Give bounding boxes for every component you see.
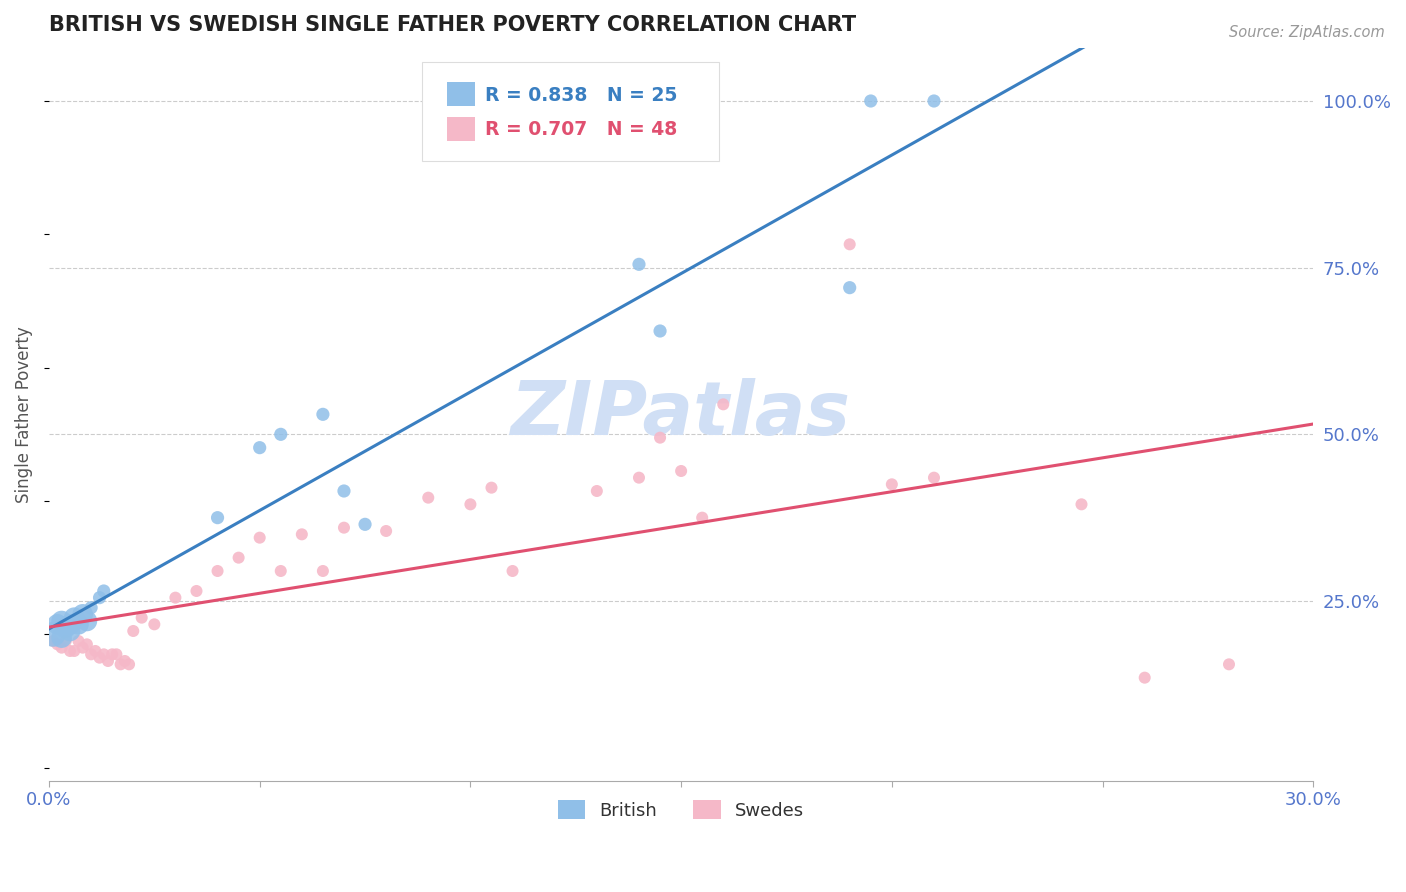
Point — [63, 610, 86, 624]
Point — [375, 524, 398, 538]
Point — [312, 564, 335, 578]
Point — [502, 564, 524, 578]
Point — [72, 607, 94, 622]
Point — [627, 257, 650, 271]
FancyBboxPatch shape — [422, 62, 718, 161]
Point — [97, 654, 120, 668]
Point — [690, 510, 713, 524]
Point — [312, 407, 335, 421]
Point — [880, 477, 903, 491]
Point — [207, 564, 229, 578]
Point — [89, 650, 111, 665]
Point — [76, 614, 98, 628]
Text: R = 0.707   N = 48: R = 0.707 N = 48 — [485, 120, 678, 139]
Point — [51, 631, 73, 645]
Point — [333, 521, 356, 535]
Point — [110, 657, 132, 672]
Point — [481, 481, 503, 495]
Point — [249, 441, 271, 455]
Point — [838, 237, 860, 252]
Point — [55, 634, 77, 648]
Point — [669, 464, 692, 478]
Point — [585, 483, 607, 498]
Point — [131, 610, 153, 624]
Point — [354, 517, 377, 532]
Point — [291, 527, 314, 541]
Point — [118, 657, 141, 672]
Point — [93, 584, 115, 599]
Point — [922, 470, 945, 484]
Point — [186, 584, 208, 599]
Text: BRITISH VS SWEDISH SINGLE FATHER POVERTY CORRELATION CHART: BRITISH VS SWEDISH SINGLE FATHER POVERTY… — [49, 15, 856, 35]
Point — [80, 600, 103, 615]
Point — [333, 483, 356, 498]
Point — [67, 617, 90, 632]
Point — [648, 431, 671, 445]
Point — [143, 617, 166, 632]
Point — [93, 648, 115, 662]
Point — [1133, 671, 1156, 685]
Point — [228, 550, 250, 565]
Point — [101, 648, 124, 662]
Point — [80, 648, 103, 662]
Point — [76, 637, 98, 651]
Point — [922, 94, 945, 108]
Point — [859, 94, 882, 108]
Point — [1070, 497, 1092, 511]
Point — [711, 397, 734, 411]
Point — [63, 644, 86, 658]
Point — [270, 564, 292, 578]
Point — [627, 470, 650, 484]
Point — [114, 654, 136, 668]
Point — [648, 324, 671, 338]
Text: Source: ZipAtlas.com: Source: ZipAtlas.com — [1229, 25, 1385, 40]
Text: R = 0.838   N = 25: R = 0.838 N = 25 — [485, 86, 678, 105]
Point — [42, 627, 65, 641]
Legend: British, Swedes: British, Swedes — [551, 793, 811, 827]
Point — [249, 531, 271, 545]
Point — [72, 640, 94, 655]
Point — [122, 624, 145, 638]
Point — [46, 637, 69, 651]
Point — [270, 427, 292, 442]
Point — [84, 644, 107, 658]
Point — [51, 640, 73, 655]
FancyBboxPatch shape — [447, 118, 475, 141]
Point — [42, 634, 65, 648]
Point — [89, 591, 111, 605]
Y-axis label: Single Father Poverty: Single Father Poverty — [15, 326, 32, 503]
Point — [51, 614, 73, 628]
Point — [59, 624, 82, 638]
Point — [838, 280, 860, 294]
Point — [165, 591, 187, 605]
Text: ZIPatlas: ZIPatlas — [512, 378, 851, 450]
FancyBboxPatch shape — [447, 82, 475, 105]
Point — [55, 621, 77, 635]
Point — [1218, 657, 1240, 672]
Point — [207, 510, 229, 524]
Point — [46, 617, 69, 632]
Point — [67, 634, 90, 648]
Point — [418, 491, 440, 505]
Point — [460, 497, 482, 511]
Point — [105, 648, 128, 662]
Point — [59, 617, 82, 632]
Point — [59, 644, 82, 658]
